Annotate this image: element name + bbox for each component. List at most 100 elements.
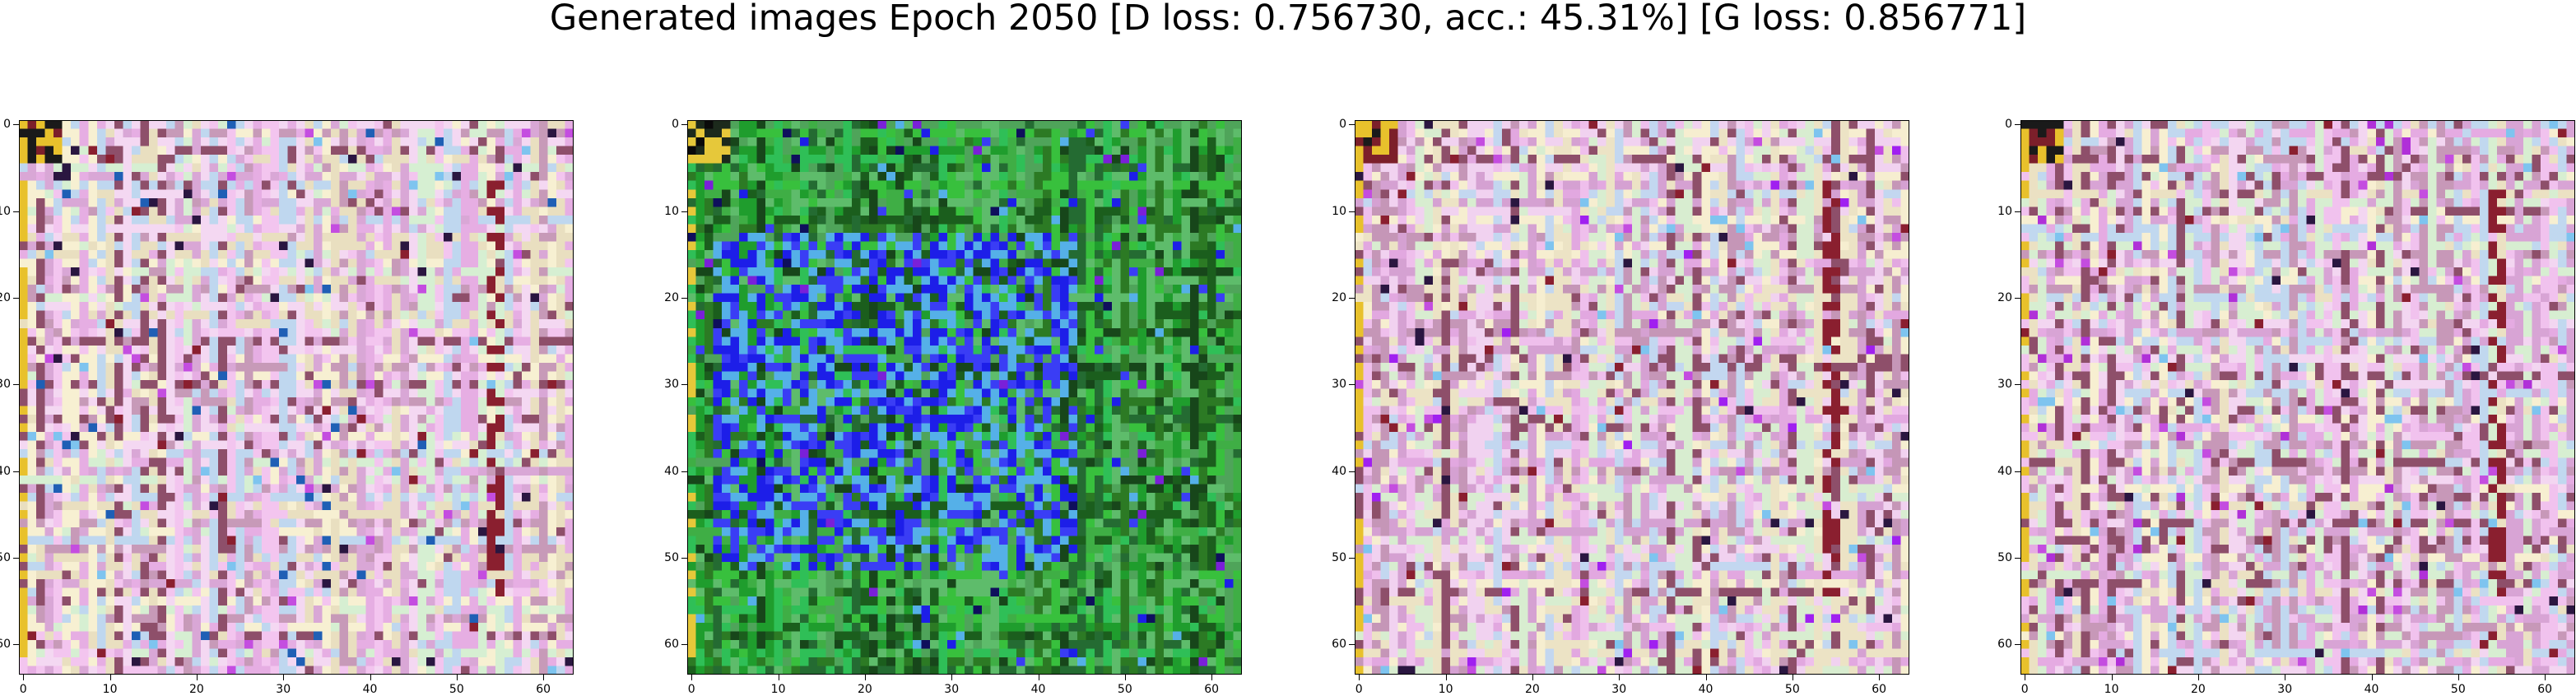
y-tick-mark (13, 471, 19, 472)
y-tick-label: 20 (664, 290, 679, 304)
y-tick-mark (681, 644, 687, 646)
figure-title: Generated images Epoch 2050 [D loss: 0.7… (549, 0, 2027, 39)
y-tick-label: 0 (2005, 118, 2012, 132)
x-tick-label: 20 (188, 683, 204, 696)
x-tick-mark (951, 675, 953, 680)
x-tick-label: 60 (1204, 683, 1220, 696)
y-tick-mark (1349, 124, 1355, 126)
generated-image-4 (2020, 120, 2575, 675)
y-tick-mark (2015, 644, 2020, 646)
y-tick-label: 0 (1339, 118, 1346, 132)
y-tick-mark (1349, 557, 1355, 559)
x-tick-label: 40 (2364, 683, 2379, 696)
y-tick-mark (681, 211, 687, 212)
y-tick-label: 50 (1332, 550, 1346, 564)
y-tick-label: 30 (1997, 378, 2012, 392)
x-tick-mark (1124, 675, 1126, 680)
x-tick-label: 50 (1784, 683, 1800, 696)
y-tick-label: 40 (664, 464, 679, 478)
x-tick-label: 30 (2277, 683, 2293, 696)
x-tick-label: 10 (770, 683, 786, 696)
x-tick-mark (283, 675, 285, 680)
x-tick-label: 10 (102, 683, 118, 696)
y-tick-label: 50 (0, 550, 11, 564)
y-tick-mark (681, 297, 687, 299)
x-tick-label: 50 (2450, 683, 2466, 696)
y-tick-label: 10 (664, 204, 679, 218)
generated-image-1 (19, 120, 574, 675)
x-tick-mark (1359, 675, 1360, 680)
x-tick-mark (2545, 675, 2546, 680)
y-tick-mark (681, 471, 687, 472)
x-tick-label: 0 (19, 683, 27, 696)
subplot-4: 0 0 10 10 20 20 30 30 40 40 50 50 60 60 (1997, 118, 2575, 696)
x-tick-mark (370, 675, 371, 680)
x-tick-label: 30 (944, 683, 960, 696)
x-tick-label: 50 (1117, 683, 1132, 696)
y-tick-mark (1349, 471, 1355, 472)
y-tick-label: 60 (1332, 638, 1346, 652)
y-tick-label: 30 (664, 378, 679, 392)
subplot-2: 0 0 10 10 20 20 30 30 40 40 50 50 60 60 (664, 118, 1242, 696)
x-tick-label: 10 (1438, 683, 1453, 696)
y-tick-mark (2015, 557, 2020, 559)
x-tick-mark (2371, 675, 2373, 680)
x-tick-mark (456, 675, 458, 680)
x-tick-label: 40 (1030, 683, 1046, 696)
y-tick-label: 50 (1997, 550, 2012, 564)
x-tick-label: 0 (687, 683, 695, 696)
y-tick-mark (1349, 297, 1355, 299)
y-tick-label: 30 (0, 378, 11, 392)
y-tick-mark (13, 557, 19, 559)
x-tick-label: 30 (276, 683, 291, 696)
x-tick-mark (2457, 675, 2459, 680)
x-tick-mark (864, 675, 866, 680)
x-tick-mark (109, 675, 111, 680)
x-tick-label: 0 (1355, 683, 1363, 696)
x-tick-mark (23, 675, 25, 680)
y-tick-label: 10 (1332, 204, 1346, 218)
x-tick-label: 50 (449, 683, 464, 696)
x-tick-mark (196, 675, 198, 680)
y-tick-mark (1349, 211, 1355, 212)
y-tick-label: 20 (1997, 290, 2012, 304)
y-tick-label: 60 (1997, 638, 2012, 652)
x-tick-mark (1619, 675, 1620, 680)
y-tick-mark (2015, 124, 2020, 126)
subplot-1: 0 0 10 10 20 20 30 30 40 40 50 50 60 60 (0, 118, 574, 696)
y-tick-mark (681, 384, 687, 386)
x-tick-label: 60 (1872, 683, 1887, 696)
y-tick-mark (681, 124, 687, 126)
axes-frame (19, 120, 574, 675)
y-tick-label: 40 (1997, 464, 2012, 478)
x-tick-label: 60 (2537, 683, 2553, 696)
x-tick-mark (1879, 675, 1881, 680)
pixel-grid (19, 120, 574, 675)
subplot-3: 0 0 10 10 20 20 30 30 40 40 50 50 60 60 (1332, 118, 1909, 696)
x-tick-label: 40 (362, 683, 378, 696)
x-tick-mark (1705, 675, 1707, 680)
x-tick-label: 0 (2020, 683, 2029, 696)
axes-frame (1355, 120, 1909, 675)
generated-image-3 (1355, 120, 1909, 675)
x-tick-mark (1445, 675, 1447, 680)
axes-frame (687, 120, 1242, 675)
y-tick-label: 30 (1332, 378, 1346, 392)
x-tick-label: 30 (1611, 683, 1627, 696)
y-tick-label: 0 (672, 118, 679, 132)
pixel-grid (2020, 120, 2575, 675)
y-tick-label: 60 (0, 638, 11, 652)
y-tick-mark (13, 644, 19, 646)
x-tick-label: 20 (1524, 683, 1540, 696)
y-tick-mark (1349, 644, 1355, 646)
y-tick-label: 40 (1332, 464, 1346, 478)
y-tick-label: 20 (0, 290, 11, 304)
y-tick-label: 10 (1997, 204, 2012, 218)
y-tick-mark (13, 124, 19, 126)
x-tick-mark (2197, 675, 2199, 680)
x-tick-label: 20 (857, 683, 872, 696)
pixel-grid (687, 120, 1242, 675)
y-tick-mark (13, 211, 19, 212)
y-tick-mark (2015, 384, 2020, 386)
y-tick-mark (1349, 384, 1355, 386)
